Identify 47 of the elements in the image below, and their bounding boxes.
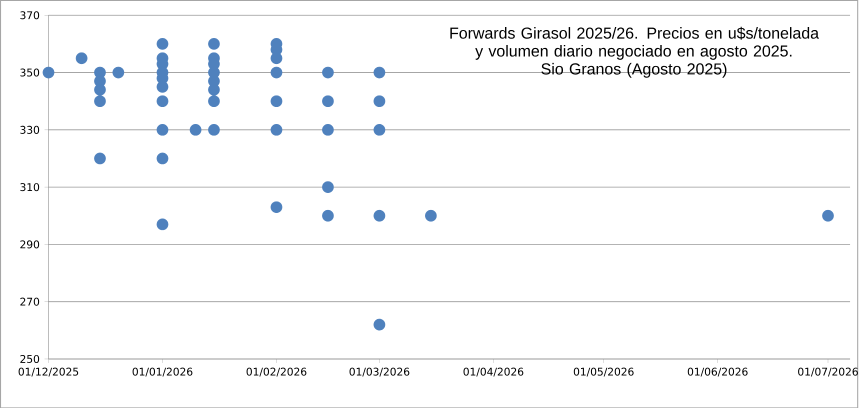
x-tick-label: 01/12/2025 [18,367,78,376]
point [322,95,334,107]
point [270,95,282,107]
point [270,124,282,136]
x-tick-label: 01/04/2026 [464,367,524,376]
point [425,210,437,222]
point [374,95,386,107]
point [822,210,834,222]
point [42,66,54,78]
x-tick-label: 01/07/2026 [798,367,858,376]
point [208,95,220,107]
x-tick-label: 01/06/2026 [688,367,748,376]
point [208,124,220,136]
point [156,124,168,136]
point [94,152,106,164]
point [322,124,334,136]
point [112,66,124,78]
point [374,66,386,78]
point [270,201,282,213]
y-tick-label: 330 [20,126,40,134]
point [270,66,282,78]
point [190,124,202,136]
point [76,52,88,64]
y-tick-label: 290 [20,240,40,248]
point [322,210,334,222]
y-tick-label: 350 [20,68,40,76]
text: Forwards Girasol 2025/26. Precios en u$s/tonelada y volumen diario negociado en agosto 2025. [450,26,820,60]
point [374,318,386,330]
point [208,38,220,50]
y-tick-label: 370 [20,11,40,20]
x-tick-label: 01/01/2026 [132,367,192,376]
point [322,66,334,78]
point [156,152,168,164]
point [156,218,168,230]
point [374,210,386,222]
x-tick-label: 01/03/2026 [350,367,410,376]
y-tick-label: 250 [20,354,40,363]
point [374,124,386,136]
x-tick-label: 01/05/2026 [574,367,634,376]
point [156,95,168,107]
point [94,95,106,107]
text: Sio Granos (Agosto 2025) [541,62,726,78]
point [322,181,334,193]
y-tick-label: 270 [20,297,40,306]
point [156,38,168,50]
x-tick-label: 01/02/2026 [246,367,306,376]
y-tick-label: 310 [20,182,40,191]
